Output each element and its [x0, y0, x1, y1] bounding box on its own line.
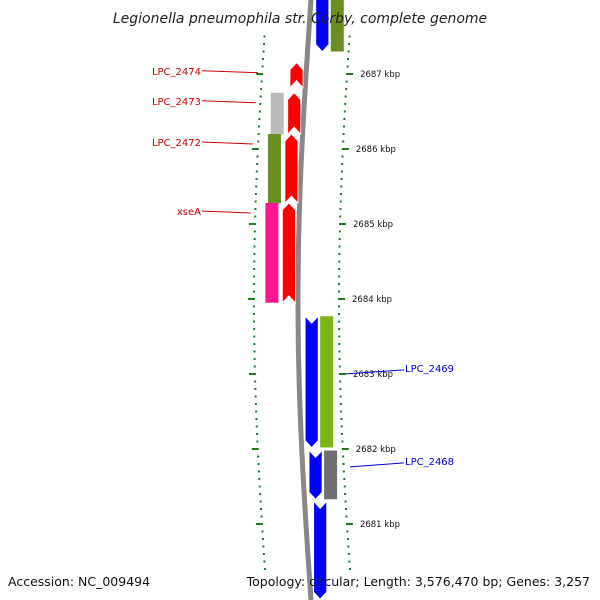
- ruler-label: 2684 kbp: [352, 295, 392, 305]
- cog-bar: [330, 0, 344, 52]
- ruler-ticks: 2687 kbp 2686 kbp 2685 kbp 2684 kbp 2683 kbp…: [248, 35, 400, 570]
- feature-label: LPC_2474: [152, 67, 201, 78]
- feature-LPC_2469: [304, 315, 334, 449]
- cds-arrow: [313, 500, 328, 600]
- feature-LPC_2473: [270, 92, 302, 136]
- cog-bar: [267, 134, 281, 203]
- feature-tracks: [265, 0, 344, 600]
- cds-arrow: [287, 92, 302, 136]
- feature-LPC_2468: [308, 449, 338, 500]
- ruler-label: 2687 kbp: [360, 70, 400, 80]
- label-leader: [201, 141, 253, 145]
- feature-unlabeled: [315, 0, 344, 53]
- feature-label: xseA: [177, 207, 201, 218]
- backbone-layer: [295, 0, 314, 600]
- ruler-label: 2686 kbp: [356, 145, 396, 155]
- feature-label: LPC_2472: [152, 138, 201, 149]
- cog-bar: [270, 92, 284, 134]
- label-leader: [346, 369, 405, 375]
- cds-arrow: [284, 133, 299, 205]
- cog-bar: [324, 450, 338, 500]
- ruler-label: 2683 kbp: [353, 370, 393, 380]
- label-leader: [201, 210, 251, 214]
- feature-LPC_2474: [289, 62, 304, 89]
- feature-unlabeled: [313, 500, 328, 600]
- feature-labels: LPC_2474 LPC_2473 LPC_2472 xseA LPC_2469 LPC_…: [152, 67, 454, 468]
- label-leader: [350, 462, 405, 468]
- cds-arrow: [289, 62, 304, 89]
- accession-text: Accession: NC_009494: [8, 574, 150, 589]
- cds-arrow: [304, 315, 319, 449]
- cog-bar: [320, 316, 334, 448]
- feature-xseA: [265, 202, 296, 304]
- map-title: Legionella pneumophila str. Corby, compl…: [113, 11, 487, 27]
- feature-label: LPC_2468: [405, 457, 454, 468]
- ruler-label: 2682 kbp: [356, 445, 396, 455]
- ruler-label: 2685 kbp: [353, 220, 393, 230]
- label-leader: [201, 70, 259, 74]
- topology-text: Topology: circular; Length: 3,576,470 bp…: [246, 574, 590, 589]
- feature-LPC_2472: [267, 133, 299, 205]
- backbone-arc: [295, 0, 314, 600]
- cds-arrow: [308, 449, 323, 500]
- feature-label: LPC_2473: [152, 97, 201, 108]
- cds-arrow: [281, 202, 296, 304]
- ruler-label: 2681 kbp: [360, 520, 400, 530]
- cog-bar: [265, 203, 279, 303]
- cds-arrow: [315, 0, 330, 53]
- label-leader: [201, 100, 256, 104]
- feature-label: LPC_2469: [405, 364, 454, 375]
